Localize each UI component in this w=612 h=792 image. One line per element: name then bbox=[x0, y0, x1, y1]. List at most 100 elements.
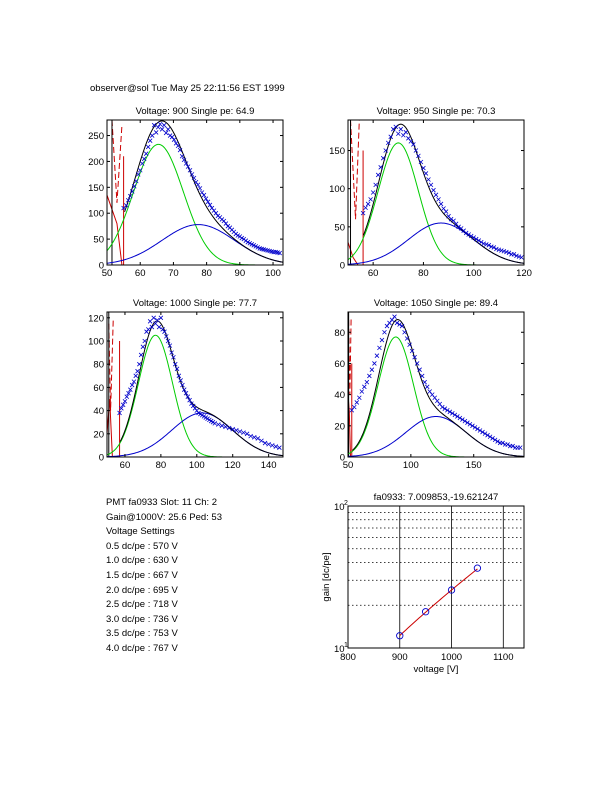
data-point bbox=[475, 426, 480, 432]
settings-title: Voltage Settings bbox=[106, 526, 175, 538]
data-point bbox=[517, 445, 523, 450]
x-axis-label: voltage [V] bbox=[414, 664, 459, 675]
y-tick-label: 80 bbox=[93, 360, 104, 371]
data-point bbox=[396, 131, 401, 137]
y-tick-exponent: 2 bbox=[344, 500, 348, 507]
data-point bbox=[219, 423, 225, 428]
data-point bbox=[262, 440, 268, 446]
data-point bbox=[143, 151, 149, 156]
data-point bbox=[357, 395, 362, 401]
y-tick-label: 10 bbox=[334, 502, 345, 513]
double-pe-fit bbox=[107, 412, 283, 457]
data-point bbox=[403, 129, 409, 135]
data-point bbox=[404, 336, 410, 341]
data-point bbox=[422, 379, 427, 385]
x-tick-label: 80 bbox=[201, 268, 212, 279]
data-point bbox=[140, 344, 146, 350]
data-point bbox=[209, 205, 215, 211]
data-point bbox=[349, 407, 355, 413]
data-point bbox=[151, 122, 157, 128]
data-point bbox=[174, 366, 180, 372]
data-point bbox=[137, 167, 143, 173]
data-point bbox=[207, 202, 213, 208]
data-point bbox=[487, 434, 493, 440]
x-tick-label: 70 bbox=[168, 268, 179, 279]
data-point bbox=[426, 177, 431, 182]
x-tick-label: 120 bbox=[225, 460, 241, 471]
data-point bbox=[455, 414, 460, 419]
y-tick-label: 60 bbox=[93, 383, 104, 394]
data-point bbox=[385, 140, 391, 146]
data-point bbox=[456, 224, 461, 230]
data-point bbox=[389, 317, 395, 323]
data-point bbox=[271, 249, 276, 255]
data-point bbox=[193, 179, 199, 185]
data-point bbox=[161, 122, 167, 128]
data-point bbox=[146, 327, 151, 332]
data-point bbox=[421, 165, 426, 171]
data-point bbox=[155, 124, 161, 130]
setting-row: 1.5 dc/pe : 667 V bbox=[106, 569, 178, 581]
panel-title: Voltage: 950 Single pe: 70.3 bbox=[377, 106, 496, 117]
data-point bbox=[399, 323, 405, 329]
x-tick-label: 80 bbox=[156, 460, 167, 471]
data-point bbox=[221, 218, 227, 224]
data-point bbox=[180, 382, 185, 388]
data-point bbox=[393, 124, 399, 130]
data-point bbox=[495, 439, 500, 444]
data-point bbox=[419, 373, 425, 379]
data-point bbox=[471, 235, 476, 240]
data-point bbox=[382, 329, 387, 335]
pedestal-curve bbox=[107, 194, 123, 265]
data-point bbox=[472, 425, 478, 430]
data-point bbox=[119, 405, 124, 411]
data-point bbox=[149, 133, 155, 138]
data-point bbox=[476, 238, 482, 243]
data-point bbox=[365, 201, 371, 207]
data-point bbox=[179, 153, 185, 159]
data-point bbox=[153, 321, 158, 326]
x-tick-label: 150 bbox=[466, 460, 482, 471]
x-tick-label: 900 bbox=[392, 652, 408, 663]
y-tick-exponent: 1 bbox=[344, 642, 348, 649]
data-point bbox=[466, 232, 471, 237]
data-point bbox=[477, 428, 483, 433]
data-point bbox=[230, 426, 235, 432]
data-point bbox=[248, 433, 253, 439]
y-tick-label: 10 bbox=[334, 644, 345, 655]
y-tick-label: 250 bbox=[88, 131, 104, 142]
data-point bbox=[431, 187, 436, 193]
data-point bbox=[129, 382, 135, 388]
setting-row: 3.0 dc/pe : 736 V bbox=[106, 613, 178, 625]
data-point bbox=[277, 445, 282, 451]
data-point bbox=[212, 421, 218, 426]
data-point bbox=[187, 167, 193, 173]
gain-point bbox=[396, 632, 404, 640]
pedestal-curve bbox=[107, 398, 113, 457]
data-point bbox=[437, 401, 443, 407]
data-point bbox=[197, 186, 203, 191]
data-point bbox=[237, 429, 243, 434]
data-point bbox=[460, 417, 465, 422]
data-point bbox=[213, 210, 219, 216]
data-point bbox=[162, 329, 167, 335]
panel-title: Voltage: 1050 Single pe: 89.4 bbox=[374, 298, 498, 309]
data-point bbox=[172, 361, 178, 367]
data-point bbox=[153, 130, 159, 135]
data-point bbox=[436, 197, 441, 202]
total-fit bbox=[119, 320, 283, 457]
data-point bbox=[413, 148, 419, 153]
data-point bbox=[504, 249, 509, 255]
data-point bbox=[457, 415, 463, 421]
data-point bbox=[433, 192, 439, 198]
data-point bbox=[122, 399, 128, 404]
data-point bbox=[125, 197, 131, 203]
y-tick-label: 40 bbox=[334, 390, 345, 401]
data-point bbox=[364, 379, 370, 385]
y-tick-label: 0 bbox=[99, 261, 104, 272]
data-point bbox=[269, 443, 275, 448]
data-point bbox=[128, 387, 133, 393]
data-point bbox=[373, 182, 378, 188]
